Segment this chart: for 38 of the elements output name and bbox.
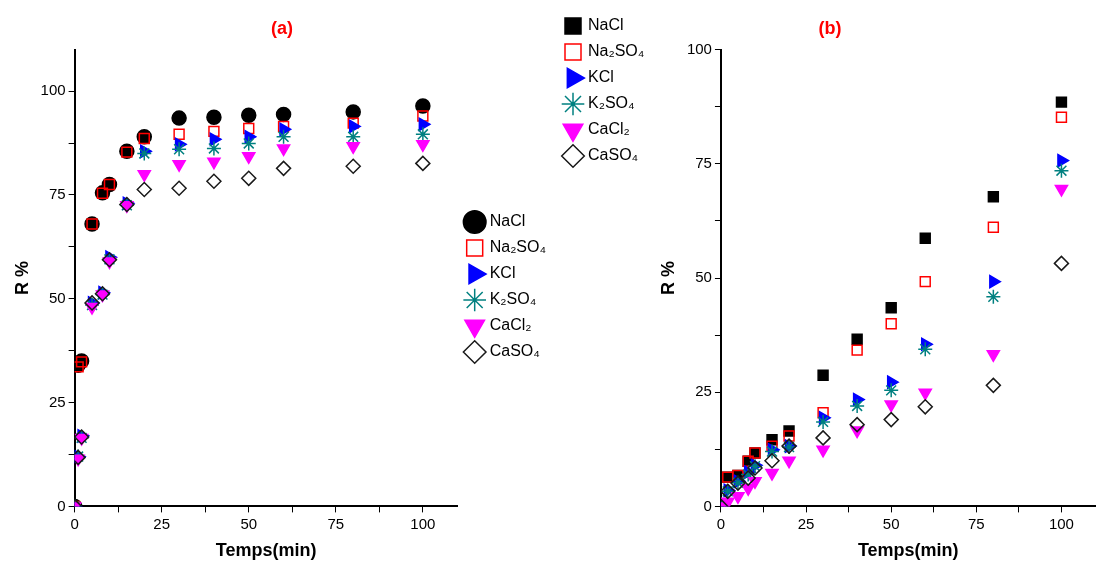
x-tick-label: 100: [410, 514, 436, 532]
x-tick-label: 0: [70, 514, 79, 532]
chart-title: (a): [271, 17, 293, 38]
y-tick-label: 25: [48, 392, 66, 410]
legend-label: NaCl: [489, 212, 526, 230]
y-tick-label: 50: [48, 288, 66, 306]
x-axis-title: Temps(min): [215, 540, 317, 561]
y-tick-label: 75: [695, 153, 712, 171]
chart-title: (b): [818, 17, 842, 38]
y-axis-title: R %: [658, 260, 679, 296]
y-tick-label: 0: [57, 496, 66, 514]
x-tick-label: 75: [327, 514, 345, 532]
legend-label: CaSO₄: [489, 342, 540, 360]
legend-label: K₂SO₄: [588, 94, 635, 112]
x-axis-title: Temps(min): [857, 540, 959, 561]
legend-label: NaCl: [588, 16, 624, 34]
legend-label: CaCl₂: [489, 316, 532, 334]
y-tick-label: 25: [695, 382, 712, 400]
x-tick-label: 0: [716, 514, 726, 532]
x-tick-label: 25: [153, 514, 171, 532]
legend-label: Na₂SO₄: [489, 238, 546, 256]
y-axis-title: R %: [11, 260, 32, 296]
y-tick-label: 100: [686, 39, 712, 57]
x-tick-label: 50: [882, 514, 900, 532]
legend-label: CaSO₄: [588, 146, 639, 164]
x-tick-label: 100: [1048, 514, 1074, 532]
legend-label: KCl: [588, 68, 614, 86]
y-tick-label: 50: [695, 268, 712, 286]
y-tick-label: 100: [40, 81, 66, 99]
legend-label: Na₂SO₄: [588, 42, 645, 60]
x-tick-label: 75: [967, 514, 985, 532]
y-tick-label: 0: [703, 496, 712, 514]
legend-label: KCl: [489, 264, 516, 282]
y-tick-label: 75: [48, 185, 66, 203]
x-tick-label: 50: [240, 514, 258, 532]
legend-label: K₂SO₄: [489, 290, 537, 308]
legend-label: CaCl₂: [588, 120, 630, 138]
x-tick-label: 25: [797, 514, 815, 532]
